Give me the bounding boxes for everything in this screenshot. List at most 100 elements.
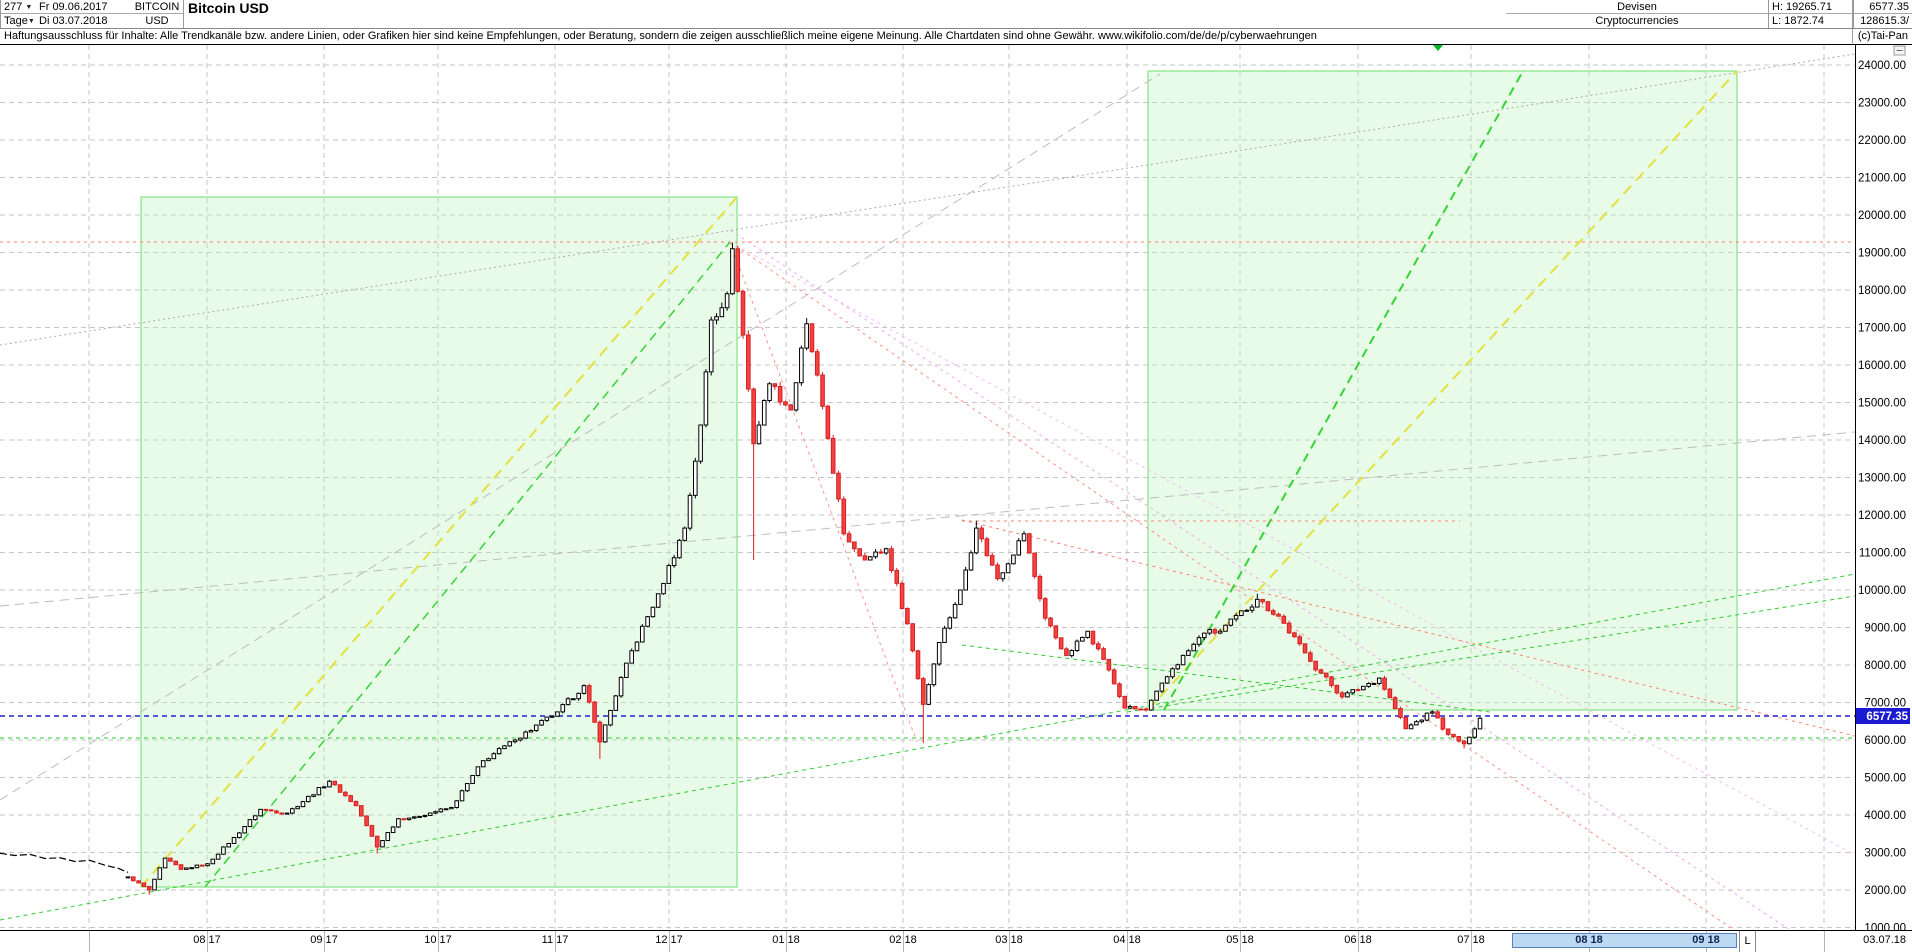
trend-line (1126, 595, 1855, 713)
axis-tick (207, 931, 208, 952)
trend-line (961, 519, 1855, 737)
axis-tick (903, 931, 904, 952)
svg-text:14000.00: 14000.00 (1858, 435, 1906, 447)
current-price-tag (1856, 708, 1910, 724)
trend-line (729, 241, 918, 743)
axis-tick (1009, 931, 1010, 952)
svg-text:24000.00: 24000.00 (1858, 60, 1906, 72)
svg-text:10000.00: 10000.00 (1858, 585, 1906, 597)
svg-text:22000.00: 22000.00 (1858, 135, 1906, 147)
month-tick-label: 09 18 (1692, 934, 1720, 946)
axis-tick (1358, 931, 1359, 952)
axis-tick (786, 931, 787, 952)
trend-line (140, 196, 738, 888)
month-tick-label: 08 17 (193, 934, 221, 946)
candlestick-chart[interactable]: 1000.00 2000.00 3000.00 4000.00 5000.00 6000.… (0, 44, 1912, 935)
header-divider (0, 28, 1912, 29)
month-tick-label: 09 17 (310, 934, 338, 946)
currency-label: USD (145, 15, 169, 27)
time-axis: L 03.07.18 08 17 09 17 10 17 11 17 12 17 01 1… (0, 930, 1912, 952)
timeframe-dropdown[interactable]: Tage▼ (4, 15, 35, 27)
month-tick-label: 02 18 (889, 934, 917, 946)
period-high: H: 19265.71 (1769, 0, 1852, 14)
svg-text:18000.00: 18000.00 (1858, 285, 1906, 297)
svg-text:13000.00: 13000.00 (1858, 473, 1906, 485)
trend-line (0, 431, 1855, 607)
last-date-label: 03.07.18 (1863, 934, 1906, 946)
category-label: Cryptocurrencies (1595, 15, 1679, 27)
axis-tick (89, 931, 90, 952)
symbol-label: BITCOIN (131, 0, 183, 14)
month-tick-label: 01 18 (772, 934, 800, 946)
quote-cell: 6577.35 128615.3/ (1853, 0, 1912, 28)
svg-text:17000.00: 17000.00 (1858, 323, 1906, 335)
axis-tick (324, 931, 325, 952)
svg-text:8000.00: 8000.00 (1864, 660, 1906, 672)
chart-header: 277 ▼ Tage▼ Fr 09.06.2017 Di 03.07.2018 … (0, 0, 1912, 28)
month-tick-label: 03 18 (995, 934, 1023, 946)
marker-triangle-icon (1433, 45, 1443, 51)
axis-tick (438, 931, 439, 952)
chevron-down-icon: ▼ (27, 18, 35, 25)
last-price: 6577.35 (1854, 0, 1912, 14)
svg-text:12000.00: 12000.00 (1858, 510, 1906, 522)
trend-line (0, 73, 1161, 801)
svg-text:2000.00: 2000.00 (1864, 885, 1906, 897)
month-tick-label: 11 17 (541, 934, 569, 946)
disclaimer-bar: Haftungsausschluss für Inhalte: Alle Tre… (0, 29, 1912, 45)
month-tick-label: 12 17 (655, 934, 683, 946)
month-tick-label: 04 18 (1113, 934, 1141, 946)
svg-text:16000.00: 16000.00 (1858, 360, 1906, 372)
page-title: Bitcoin USD (188, 0, 269, 16)
svg-text:6000.00: 6000.00 (1864, 735, 1906, 747)
axis-highlight-range[interactable] (1512, 933, 1737, 948)
svg-text:5000.00: 5000.00 (1864, 773, 1906, 785)
market-cell: Devisen Cryptocurrencies (1506, 0, 1768, 28)
svg-text:23000.00: 23000.00 (1858, 98, 1906, 110)
bars-count-dropdown[interactable]: 277 ▼ (1, 0, 36, 14)
copyright-label: (c)Tai-Pan (1851, 29, 1908, 43)
secondary-value: 128615.3/ (1860, 15, 1909, 27)
svg-text:20000.00: 20000.00 (1858, 210, 1906, 222)
disclaimer-text: Haftungsausschluss für Inhalte: Alle Tre… (4, 30, 1317, 42)
last-indicator: L (1739, 931, 1756, 952)
svg-text:15000.00: 15000.00 (1858, 398, 1906, 410)
month-tick-label: 07 18 (1457, 934, 1485, 946)
trend-line (1147, 70, 1738, 711)
svg-text:4000.00: 4000.00 (1864, 810, 1906, 822)
svg-text:1000.00: 1000.00 (1864, 923, 1906, 931)
svg-text:11000.00: 11000.00 (1859, 548, 1906, 560)
axis-tick (555, 931, 556, 952)
month-tick-label: 06 18 (1344, 934, 1372, 946)
axis-tick (669, 931, 670, 952)
high-low-cell: H: 19265.71 L: 1872.74 (1768, 0, 1853, 28)
symbol-cell: BITCOIN USD (131, 0, 184, 28)
month-tick-label: 10 17 (424, 934, 452, 946)
axis-tick (1471, 931, 1472, 952)
axis-tick (1824, 931, 1825, 952)
market-label: Devisen (1506, 0, 1768, 14)
svg-text:3000.00: 3000.00 (1864, 848, 1906, 860)
svg-text:19000.00: 19000.00 (1858, 248, 1906, 260)
trend-line (1163, 70, 1524, 711)
period-low: L: 1872.74 (1772, 15, 1824, 27)
svg-text:21000.00: 21000.00 (1858, 173, 1906, 185)
trend-line (729, 229, 1790, 929)
date-to[interactable]: Di 03.07.2018 (39, 15, 108, 27)
pre-window-price-line (0, 852, 129, 873)
svg-text:6577.35: 6577.35 (1866, 711, 1908, 723)
svg-text:7000.00: 7000.00 (1864, 698, 1906, 710)
chevron-down-icon: ▼ (25, 4, 33, 11)
period-settings-cell: 277 ▼ Tage▼ (0, 0, 37, 28)
trend-line (961, 644, 1491, 713)
date-from[interactable]: Fr 09.06.2017 (36, 0, 131, 14)
trend-line (729, 241, 1734, 929)
chart-canvas[interactable]: 1000.00 2000.00 3000.00 4000.00 5000.00 6000.… (0, 44, 1912, 935)
month-tick-label: 05 18 (1226, 934, 1254, 946)
axis-tick (1127, 931, 1128, 952)
trend-line (0, 573, 1855, 921)
trend-line (204, 241, 731, 888)
svg-text:9000.00: 9000.00 (1864, 623, 1906, 635)
axis-tick (1240, 931, 1241, 952)
